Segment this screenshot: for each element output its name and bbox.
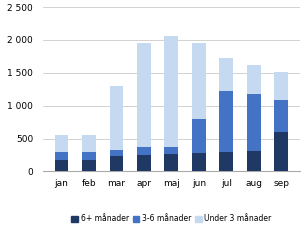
Bar	[54, 135, 68, 152]
Bar	[137, 147, 151, 155]
Bar	[82, 135, 96, 152]
Bar	[274, 132, 288, 171]
Bar	[137, 155, 151, 171]
Bar	[110, 150, 123, 156]
Bar	[54, 152, 68, 160]
Bar	[247, 94, 261, 151]
Bar	[219, 91, 233, 152]
Bar	[110, 86, 123, 150]
Bar	[54, 160, 68, 171]
Bar	[247, 151, 261, 171]
Bar	[219, 58, 233, 91]
Bar	[192, 153, 206, 171]
Bar	[192, 119, 206, 153]
Bar	[165, 154, 178, 171]
Legend: 6+ månader, 3-6 månader, Under 3 månader: 6+ månader, 3-6 månader, Under 3 månader	[68, 211, 274, 226]
Bar	[137, 43, 151, 147]
Bar	[165, 147, 178, 154]
Bar	[82, 160, 96, 171]
Bar	[192, 43, 206, 119]
Bar	[110, 156, 123, 171]
Bar	[82, 152, 96, 160]
Bar	[219, 152, 233, 171]
Bar	[274, 100, 288, 132]
Bar	[165, 36, 178, 147]
Bar	[274, 71, 288, 100]
Bar	[247, 65, 261, 94]
